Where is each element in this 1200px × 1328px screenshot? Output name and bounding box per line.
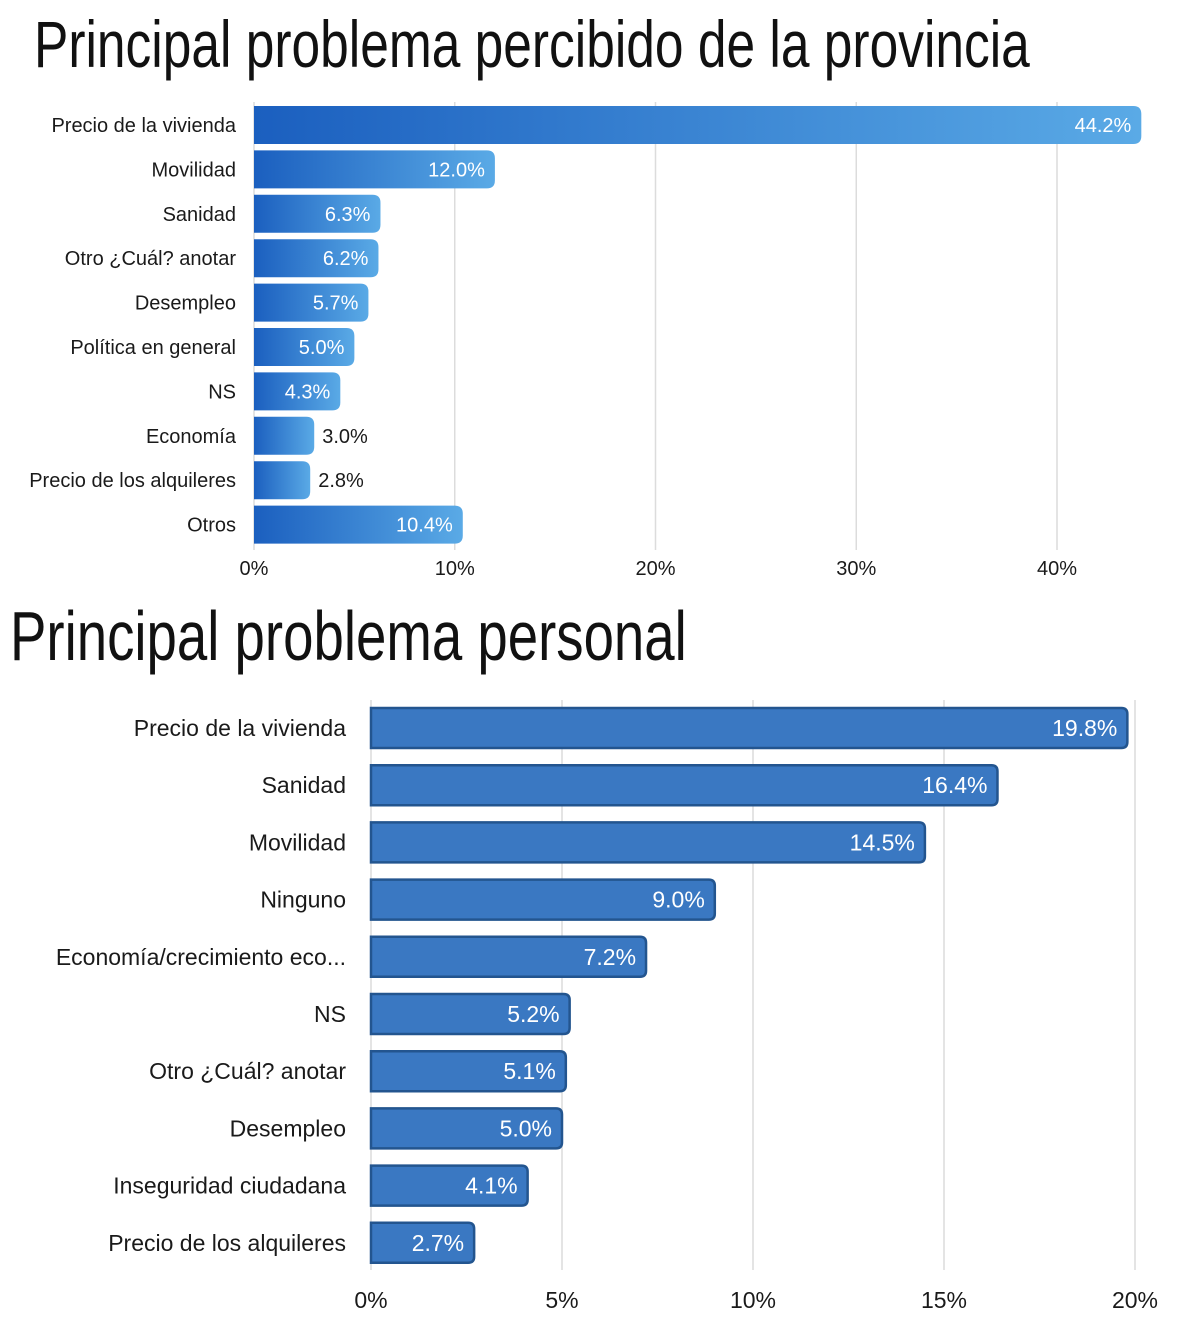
data-label: 14.5% xyxy=(850,829,915,855)
bar-chart-provincia: Precio de la vivienda 44.2% Movilidad 12.0%… xyxy=(29,102,1142,580)
data-label: 5.0% xyxy=(500,1115,552,1141)
category-label: Movilidad xyxy=(152,159,236,181)
bar xyxy=(369,1164,529,1207)
chart-title-provincia: Principal problema percibido de la provi… xyxy=(34,7,1030,81)
bar xyxy=(369,1221,476,1265)
data-label: 19.8% xyxy=(1052,715,1117,741)
bar xyxy=(369,935,648,979)
category-label: Desempleo xyxy=(230,1115,346,1141)
data-label: 6.2% xyxy=(323,248,369,270)
bar xyxy=(254,150,495,189)
chart-title-personal: Principal problema personal xyxy=(10,597,687,675)
bar xyxy=(369,992,571,1036)
data-label: 5.2% xyxy=(507,1001,559,1027)
data-label: 4.1% xyxy=(465,1173,517,1199)
bar xyxy=(254,416,315,455)
data-label: 16.4% xyxy=(922,772,987,798)
bar xyxy=(254,505,463,544)
x-tick-label: 15% xyxy=(921,1287,967,1313)
data-label: 5.1% xyxy=(503,1058,555,1084)
data-label: 6.3% xyxy=(325,204,371,226)
x-tick-label: 0% xyxy=(354,1287,387,1313)
category-label: Otro ¿Cuál? anotar xyxy=(149,1058,346,1084)
data-label: 2.8% xyxy=(318,470,364,492)
category-label: Precio de los alquileres xyxy=(29,470,236,492)
category-label: Sanidad xyxy=(163,204,236,226)
data-label: 10.4% xyxy=(396,515,453,537)
data-label: 9.0% xyxy=(652,887,704,913)
x-tick-label: 5% xyxy=(545,1287,578,1313)
category-label: Sanidad xyxy=(262,772,346,798)
bar xyxy=(369,821,927,864)
x-tick-label: 10% xyxy=(435,558,475,580)
category-label: Desempleo xyxy=(135,293,236,315)
category-label: Inseguridad ciudadana xyxy=(113,1173,346,1199)
x-tick-label: 0% xyxy=(240,558,269,580)
x-tick-label: 20% xyxy=(635,558,675,580)
data-label: 5.0% xyxy=(299,337,345,359)
category-label: Precio de los alquileres xyxy=(108,1230,346,1256)
bar xyxy=(369,1107,564,1150)
category-label: Otro ¿Cuál? anotar xyxy=(65,248,237,270)
data-label: 12.0% xyxy=(428,159,485,181)
bar-chart-personal: Precio de la vivienda 19.8% Sanidad 16.4% Mo… xyxy=(56,700,1158,1313)
bar xyxy=(254,328,355,366)
bar xyxy=(369,763,999,807)
bar xyxy=(254,283,369,322)
category-label: NS xyxy=(208,381,236,403)
category-label: Política en general xyxy=(70,337,236,359)
category-label: Precio de la vivienda xyxy=(51,115,236,137)
bar xyxy=(254,372,341,411)
x-tick-label: 40% xyxy=(1037,558,1077,580)
bar xyxy=(254,461,311,500)
category-label: Ninguno xyxy=(260,887,346,913)
bar xyxy=(254,106,1142,144)
category-label: NS xyxy=(314,1001,346,1027)
category-label: Economía/crecimiento eco... xyxy=(56,944,346,970)
data-label: 44.2% xyxy=(1075,115,1132,137)
x-tick-label: 30% xyxy=(836,558,876,580)
x-tick-label: 20% xyxy=(1112,1287,1158,1313)
bar xyxy=(254,194,381,233)
bar xyxy=(369,706,1129,750)
category-label: Otros xyxy=(187,515,236,537)
data-label: 3.0% xyxy=(322,426,368,448)
category-label: Economía xyxy=(146,426,237,448)
category-label: Precio de la vivienda xyxy=(134,715,346,741)
data-label: 4.3% xyxy=(285,381,331,403)
bar xyxy=(369,878,717,921)
data-label: 2.7% xyxy=(412,1230,464,1256)
x-tick-label: 10% xyxy=(730,1287,776,1313)
data-label: 5.7% xyxy=(313,293,359,315)
bar xyxy=(369,1049,568,1093)
category-label: Movilidad xyxy=(249,829,346,855)
bar xyxy=(254,239,379,278)
data-label: 7.2% xyxy=(584,944,636,970)
